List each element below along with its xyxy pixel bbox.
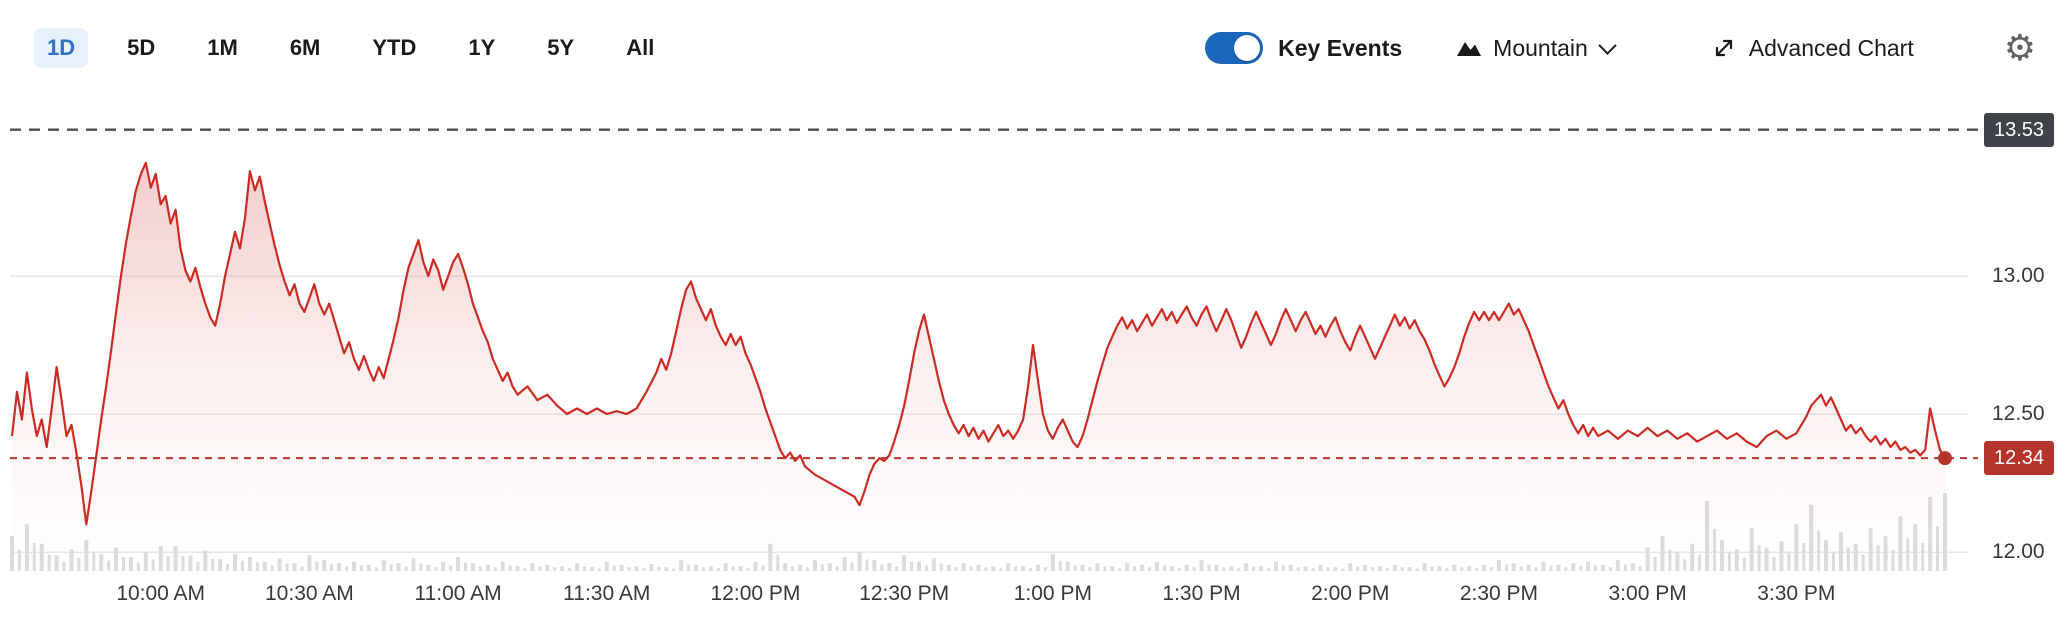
y-axis-label: 12.50	[1992, 402, 2045, 425]
x-axis-label: 1:00 PM	[1013, 582, 1092, 605]
chart-toolbar: 1D 5D 1M 6M YTD 1Y 5Y All Key Events Mou…	[0, 0, 2070, 96]
last-price-badge: 12.34	[1984, 441, 2055, 476]
x-axis-label: 2:00 PM	[1311, 582, 1390, 605]
x-axis-label: 1:30 PM	[1162, 582, 1241, 605]
settings-button[interactable]: ⚙	[2004, 30, 2036, 66]
tab-all[interactable]: All	[613, 28, 667, 68]
tab-1y[interactable]: 1Y	[455, 28, 508, 68]
y-axis-label: 12.00	[1992, 540, 2045, 563]
x-axis-label: 12:00 PM	[710, 582, 801, 605]
advanced-chart-label: Advanced Chart	[1748, 34, 1914, 61]
x-axis-label: 12:30 PM	[859, 582, 950, 605]
x-axis-label: 11:00 AM	[414, 582, 502, 605]
chevron-down-icon	[1598, 35, 1617, 55]
time-range-tabs: 1D 5D 1M 6M YTD 1Y 5Y All	[34, 28, 667, 68]
key-events-toggle[interactable]	[1205, 32, 1264, 64]
chart-type-label: Mountain	[1493, 34, 1588, 61]
mountain-icon	[1456, 39, 1482, 57]
x-axis-label: 2:30 PM	[1459, 582, 1539, 605]
toggle-knob	[1234, 35, 1261, 61]
tab-6m[interactable]: 6M	[277, 28, 334, 68]
tab-5y[interactable]: 5Y	[534, 28, 587, 68]
tab-ytd[interactable]: YTD	[359, 28, 429, 68]
x-axis-label: 11:30 AM	[563, 582, 651, 605]
x-axis-label: 10:00 AM	[116, 582, 206, 605]
x-axis-label: 3:00 PM	[1608, 582, 1687, 605]
key-events-label: Key Events	[1278, 34, 1403, 61]
chart-controls: Key Events Mountain Advanced Chart ⚙	[1205, 30, 2036, 66]
tab-5d[interactable]: 5D	[114, 28, 168, 68]
tab-1d[interactable]: 1D	[34, 28, 89, 68]
x-axis-label: 3:30 PM	[1757, 582, 1836, 605]
gear-icon: ⚙	[2003, 27, 2036, 68]
tab-1m[interactable]: 1M	[194, 28, 251, 68]
x-axis-label: 10:30 AM	[265, 582, 354, 605]
expand-arrows-icon	[1712, 36, 1736, 60]
y-axis-label: 13.00	[1992, 264, 2045, 287]
chart-type-dropdown[interactable]: Mountain	[1450, 34, 1620, 63]
advanced-chart-button[interactable]: Advanced Chart	[1706, 34, 1920, 63]
previous-close-badge: 13.53	[1984, 112, 2055, 147]
